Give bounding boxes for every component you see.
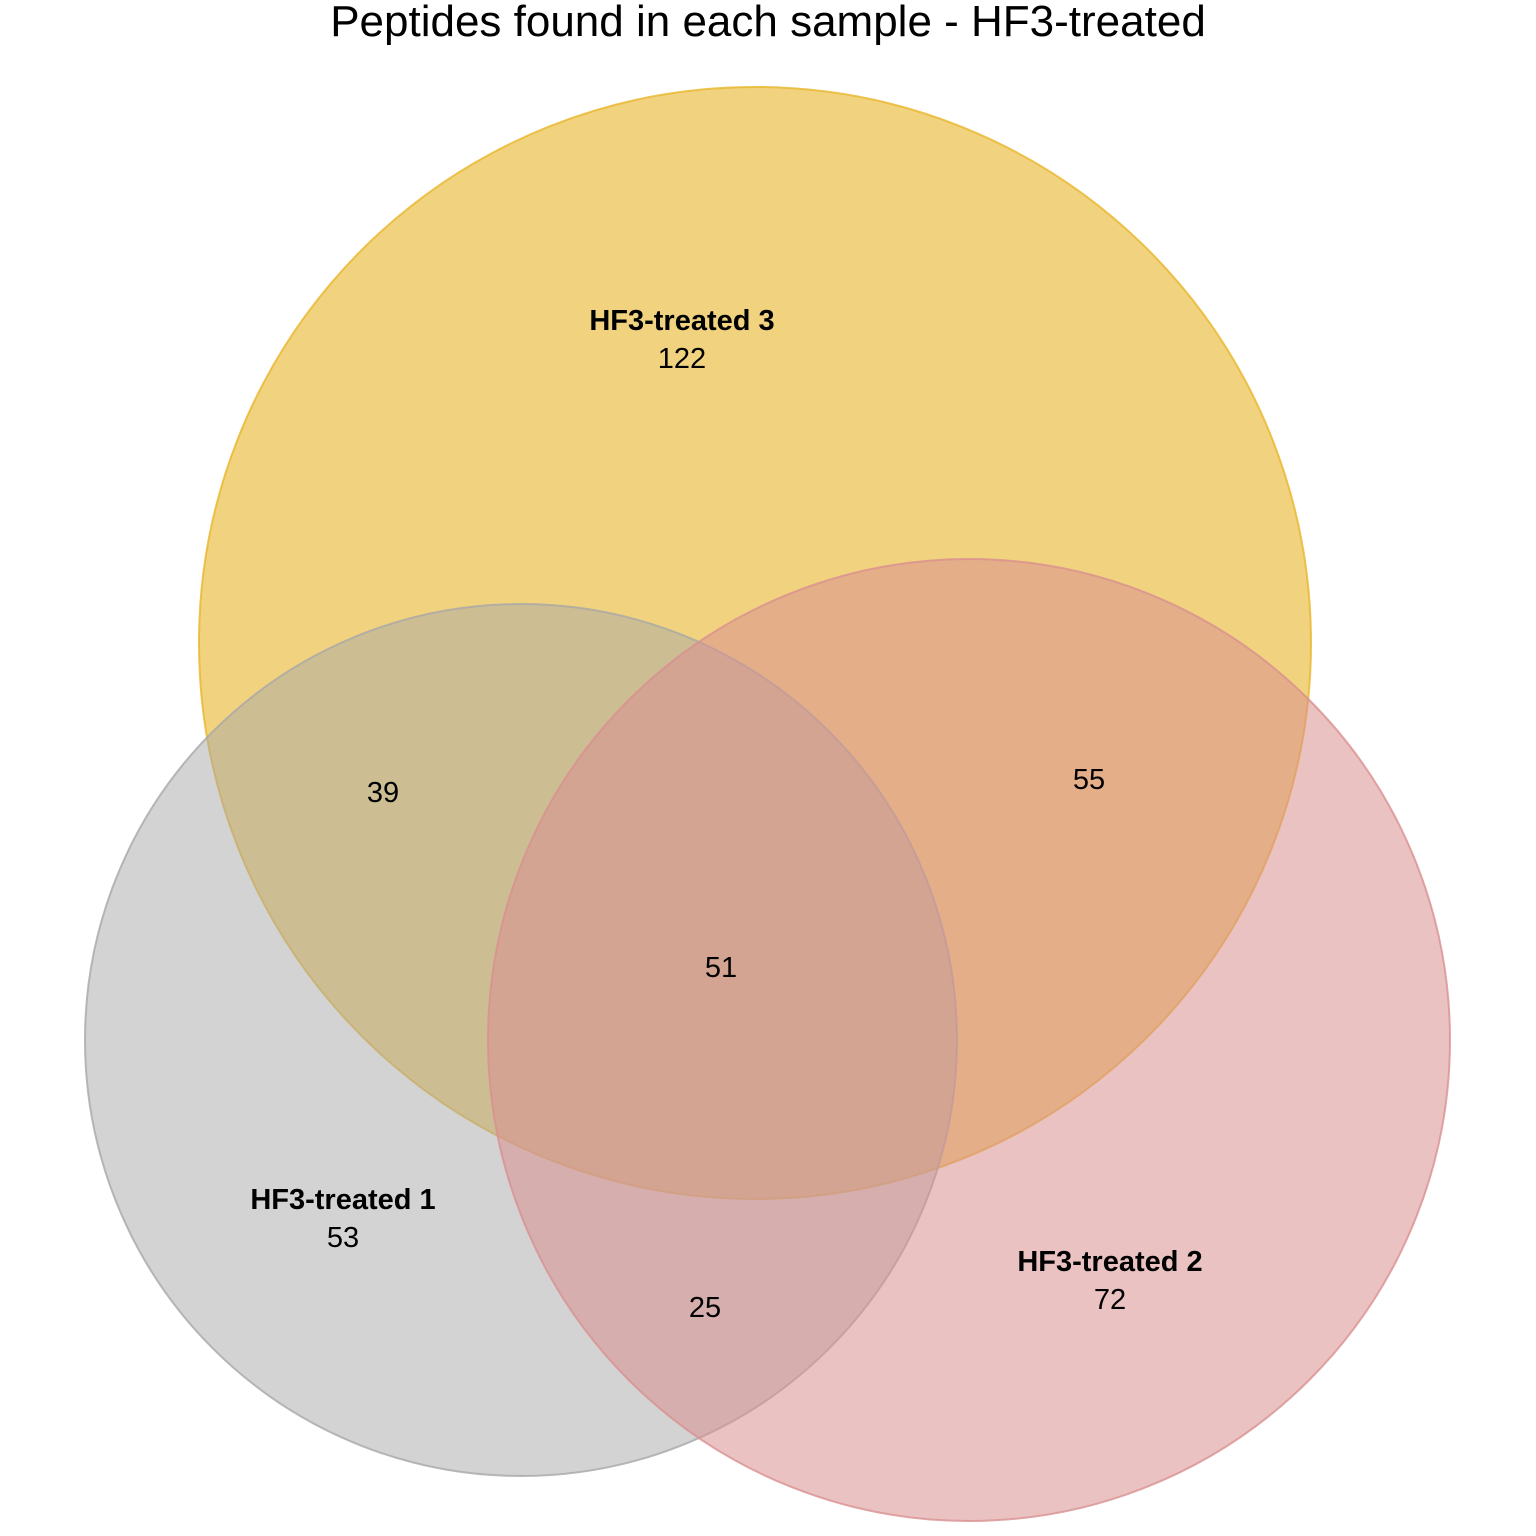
count-hf3-1-and-hf3-2: 25 xyxy=(689,1292,721,1324)
set-label-hf3-treated-1: HF3-treated 1 xyxy=(250,1184,435,1216)
set-circle-hf3-treated-2 xyxy=(487,558,1451,1522)
count-hf3-1-and-hf3-3: 39 xyxy=(367,777,399,809)
set-label-hf3-treated-2: HF3-treated 2 xyxy=(1017,1246,1202,1278)
count-hf3-2-and-hf3-3: 55 xyxy=(1073,764,1105,796)
diagram-title: Peptides found in each sample - HF3-trea… xyxy=(330,0,1206,46)
count-hf3-treated-3-only: 122 xyxy=(658,343,706,375)
count-all-three: 51 xyxy=(705,952,737,984)
set-label-hf3-treated-3: HF3-treated 3 xyxy=(589,305,774,337)
count-hf3-treated-2-only: 72 xyxy=(1094,1284,1126,1316)
count-hf3-treated-1-only: 53 xyxy=(327,1222,359,1254)
